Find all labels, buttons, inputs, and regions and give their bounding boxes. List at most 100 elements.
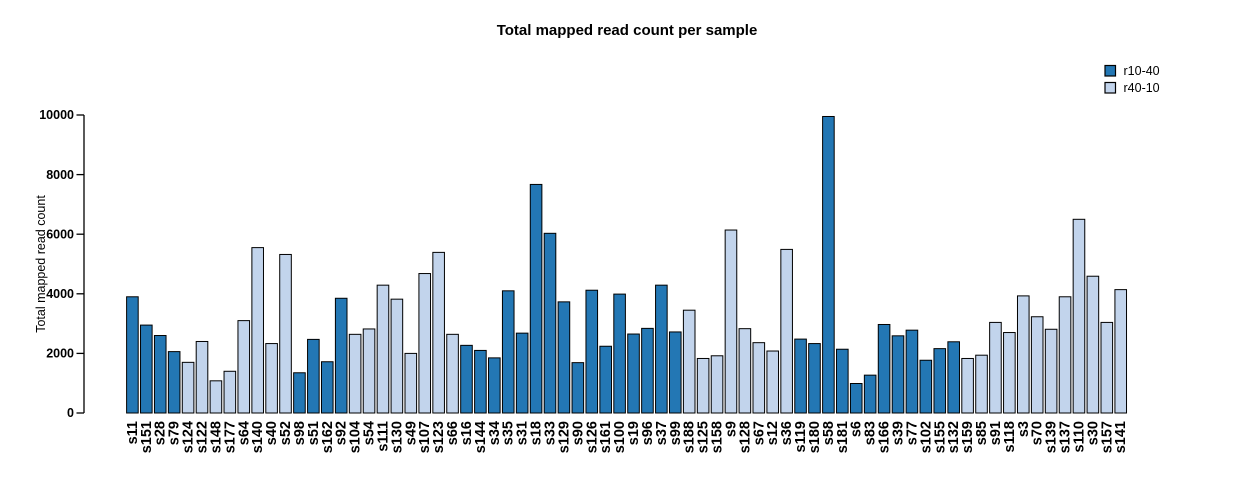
bar-s49 [404,352,418,414]
x-label-s58: s58 [821,421,837,445]
x-label-s31: s31 [515,421,531,445]
bar-s19 [627,333,640,414]
bar-s16 [460,344,473,414]
legend-label-r10-40: r10-40 [1124,64,1160,78]
legend-swatch-r40-10 [1104,81,1117,94]
y-axis: 0 2000 4000 6000 8000 10000 [39,108,85,420]
x-axis-labels: s11s151s28s79s124s122s148s177s64s140s40s… [125,421,1129,453]
x-label-s33: s33 [543,421,559,445]
x-label-s9: s9 [723,421,739,437]
x-label-s107: s107 [417,421,433,453]
y-tick-label-2000: 2000 [46,347,74,361]
bar-s125 [696,357,710,414]
bar-s104 [348,333,362,414]
x-label-s180: s180 [807,421,823,453]
x-label-s111: s111 [375,421,391,452]
bar-s11 [126,296,139,414]
y-tick-label-4000: 4000 [46,287,74,301]
x-label-s119: s119 [793,421,809,452]
bar-s3 [1016,295,1030,414]
bar-s28 [153,335,167,414]
bar-s126 [585,289,599,414]
x-label-s12: s12 [765,421,781,445]
bar-s18 [529,183,543,414]
bar-s102 [919,359,933,414]
x-label-s102: s102 [918,421,934,453]
y-tick-label-10000: 10000 [39,108,74,122]
bar-s58 [822,115,835,414]
bar-s166 [877,323,891,414]
bar-s181 [836,348,849,414]
x-label-s118: s118 [1002,421,1018,452]
bar-s92 [334,297,348,414]
x-label-s19: s19 [626,421,642,445]
x-label-s159: s159 [960,421,976,453]
bar-s70 [1030,316,1044,414]
x-label-s132: s132 [946,421,962,453]
bar-s30 [1086,275,1100,414]
bar-s177 [223,370,237,414]
bar-s99 [668,331,682,414]
x-label-s148: s148 [208,421,224,453]
bar-s158 [710,355,724,414]
x-label-s52: s52 [278,421,294,445]
bar-s130 [390,298,404,414]
x-label-s100: s100 [612,421,628,453]
y-tick-label-0: 0 [67,406,74,420]
bar-s35 [501,290,515,414]
bar-s141 [1114,289,1128,414]
legend-label-r40-10: r40-10 [1124,81,1160,95]
bar-s12 [766,350,780,414]
bar-s79 [167,351,181,414]
x-label-s166: s166 [877,421,893,453]
bar-s157 [1100,321,1114,414]
bar-s144 [474,349,487,414]
x-label-s28: s28 [153,421,169,445]
x-label-s37: s37 [654,421,670,445]
x-label-s158: s158 [710,421,726,453]
y-axis-label: Total mapped read count [34,195,48,333]
bar-s83 [863,374,877,414]
x-label-s188: s188 [682,421,698,453]
bar-s100 [613,293,626,414]
bar-s96 [641,327,654,414]
bar-s161 [599,345,612,414]
bar-s9 [724,229,738,414]
bar-s98 [293,372,306,414]
x-label-s92: s92 [334,421,350,445]
bar-s90 [571,362,585,414]
bar-s140 [251,247,264,414]
x-label-s125: s125 [696,421,712,453]
x-label-s151: s151 [139,421,155,453]
bar-s119 [794,338,807,414]
bar-s188 [682,309,696,414]
bar-s139 [1044,328,1058,414]
x-label-s137: s137 [1058,421,1074,453]
bar-s85 [975,354,988,414]
bar-s67 [752,342,766,414]
x-label-s64: s64 [236,421,252,445]
x-label-s162: s162 [320,421,336,453]
x-label-s122: s122 [195,421,211,453]
x-label-s36: s36 [779,421,795,445]
x-label-s11: s11 [125,421,141,444]
bar-s52 [279,253,292,414]
x-label-s177: s177 [222,421,238,453]
bar-s123 [432,251,445,414]
bar-s132 [947,341,960,414]
x-label-s40: s40 [264,421,280,445]
x-label-s77: s77 [904,421,920,445]
bar-s66 [446,333,459,414]
y-tick-label-6000: 6000 [46,227,74,241]
x-label-s161: s161 [598,421,614,453]
x-label-s123: s123 [431,421,447,453]
bar-s137 [1058,296,1072,414]
x-label-s6: s6 [849,421,865,437]
bar-s36 [780,248,793,414]
legend-swatch-r10-40 [1104,64,1117,77]
x-label-s34: s34 [487,421,503,445]
x-label-s35: s35 [501,421,517,445]
bar-s118 [1003,332,1016,414]
x-label-s79: s79 [167,421,183,445]
